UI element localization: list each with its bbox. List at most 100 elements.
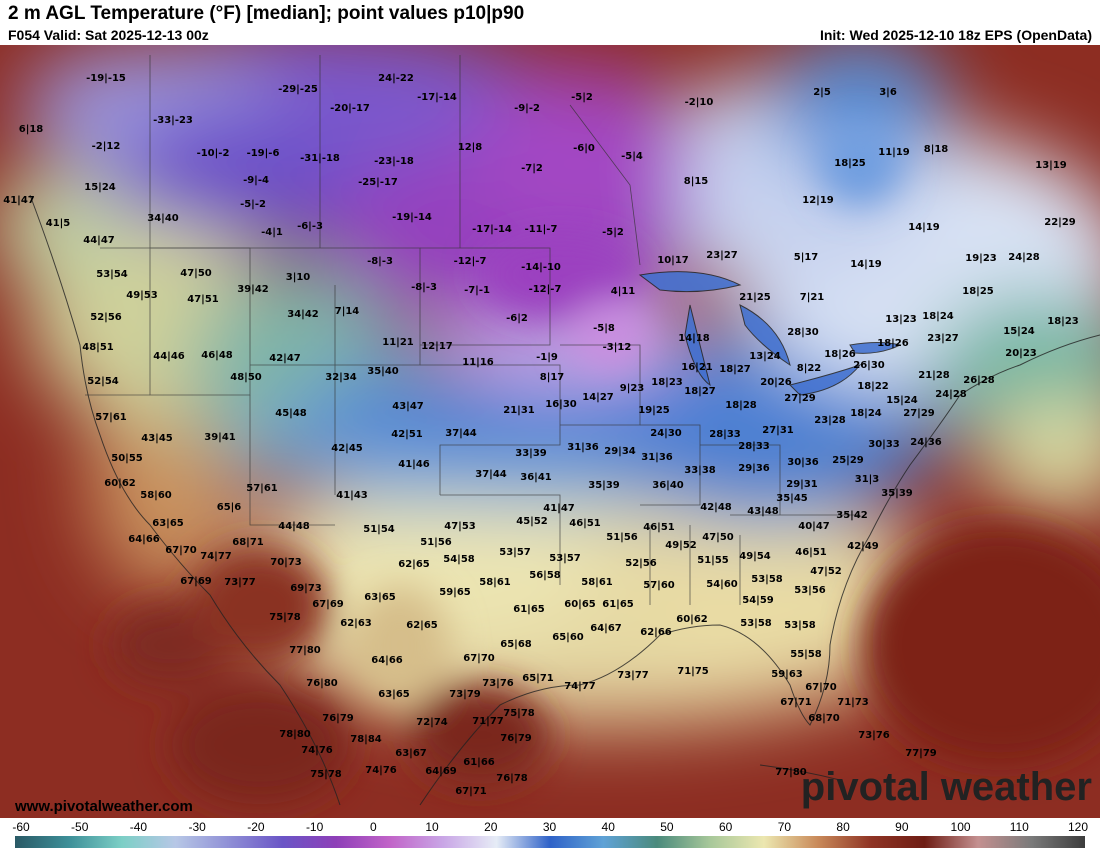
point-value-label: 23|27 [927, 333, 959, 344]
point-value-label: 58|61 [479, 577, 511, 588]
point-value-label: 73|77 [617, 670, 649, 681]
point-value-label: 36|41 [520, 472, 552, 483]
point-value-label: 62|66 [640, 627, 672, 638]
point-value-label: 46|51 [643, 522, 675, 533]
point-value-label: 13|24 [749, 351, 781, 362]
point-value-label: 21|28 [918, 370, 950, 381]
point-value-label: 43|47 [392, 401, 424, 412]
point-value-label: 7|14 [335, 306, 360, 317]
point-value-label: 64|69 [425, 766, 457, 777]
point-value-label: -5|4 [621, 151, 643, 162]
point-value-label: 2|5 [813, 87, 831, 98]
point-value-label: 39|41 [204, 432, 236, 443]
colorbar-tick-label: -10 [305, 820, 324, 834]
point-value-label: 4|11 [611, 286, 636, 297]
point-value-label: 64|66 [128, 534, 160, 545]
point-value-label: 74|76 [301, 745, 333, 756]
point-value-label: 44|48 [278, 521, 310, 532]
point-value-label: 18|26 [824, 349, 856, 360]
point-value-label: 35|39 [588, 480, 620, 491]
point-value-label: 24|30 [650, 428, 682, 439]
point-value-label: 49|52 [665, 540, 697, 551]
point-value-label: 67|71 [780, 697, 812, 708]
point-value-label: 15|24 [886, 395, 918, 406]
point-value-label: 26|30 [853, 360, 885, 371]
point-value-label: 72|74 [416, 717, 448, 728]
point-value-label: 62|65 [406, 620, 438, 631]
point-value-label: 52|56 [90, 312, 122, 323]
point-value-label: 16|21 [681, 362, 713, 373]
point-value-label: 76|79 [322, 713, 354, 724]
border-lines [85, 55, 860, 605]
point-value-label: 48|51 [82, 342, 114, 353]
point-value-label: 59|65 [439, 587, 471, 598]
point-value-label: 62|65 [398, 559, 430, 570]
point-value-label: 44|46 [153, 351, 185, 362]
colorbar-labels: -60 -50 -40 -30 -20 -10 0 10 20 30 40 50 60 70 80 90 100… [0, 818, 1100, 834]
point-value-label: 54|60 [706, 579, 738, 590]
point-value-label: 27|29 [903, 408, 935, 419]
point-value-label: 20|26 [760, 377, 792, 388]
point-value-label: 18|23 [1047, 316, 1079, 327]
point-value-label: 71|77 [472, 716, 504, 727]
point-value-label: 77|80 [775, 767, 807, 778]
point-value-label: 76|79 [500, 733, 532, 744]
point-value-label: 57|61 [246, 483, 278, 494]
colorbar-fill [15, 836, 1085, 848]
point-value-label: 7|21 [800, 292, 825, 303]
point-value-label: 77|80 [289, 645, 321, 656]
point-value-label: 18|28 [725, 400, 757, 411]
point-value-label: 23|28 [814, 415, 846, 426]
point-value-label: 41|47 [543, 503, 575, 514]
point-value-label: 24|-22 [378, 73, 414, 84]
point-value-label: -23|-18 [374, 156, 414, 167]
init-time: Init: Wed 2025-12-10 18z EPS (OpenData) [819, 27, 1092, 43]
colorbar-tick-label: -50 [71, 820, 89, 834]
temperature-map: -19|-15 -29|-25 24|-22 -17|-14 -20|-17 -9|-2-… [0, 45, 1100, 818]
point-value-label: 51|56 [606, 532, 638, 543]
point-value-label: 47|50 [702, 532, 734, 543]
colorbar-tick-label: -60 [12, 820, 30, 834]
point-value-label: 37|44 [445, 428, 477, 439]
point-value-label: -14|-10 [521, 262, 561, 273]
point-value-label: 43|48 [747, 506, 779, 517]
valid-time: F054 Valid: Sat 2025-12-13 00z [8, 27, 209, 43]
point-value-label: 32|34 [325, 372, 357, 383]
point-value-label: 60|65 [564, 599, 596, 610]
point-value-label: 12|17 [421, 341, 453, 352]
point-value-label: 24|36 [910, 437, 942, 448]
point-value-label: 8|17 [540, 372, 565, 383]
colorbar-tick-label: 50 [660, 820, 674, 834]
point-value-label: 27|31 [762, 425, 794, 436]
point-value-label: 75|78 [310, 769, 342, 780]
point-value-label: 13|19 [1035, 160, 1067, 171]
point-value-label: 65|60 [552, 632, 584, 643]
point-value-label: 25|29 [832, 455, 864, 466]
point-value-label: 60|62 [104, 478, 136, 489]
point-value-label: 31|36 [567, 442, 599, 453]
point-value-label: 42|47 [269, 353, 301, 364]
point-value-label: -7|2 [521, 163, 543, 174]
point-value-label: 67|70 [165, 545, 197, 556]
point-value-label: 11|16 [462, 357, 494, 368]
point-value-label: 6|18 [19, 124, 44, 135]
colorbar-gradient [15, 836, 1085, 848]
point-value-label: 18|25 [962, 286, 994, 297]
point-value-label: 36|40 [652, 480, 684, 491]
point-value-label: 29|34 [604, 446, 636, 457]
point-value-label: 26|28 [963, 375, 995, 386]
point-value-label: 14|18 [678, 333, 710, 344]
point-value-label: 14|27 [582, 392, 614, 403]
point-value-label: -4|1 [261, 227, 283, 238]
point-value-label: 63|65 [378, 689, 410, 700]
point-value-label: 31|3 [855, 474, 880, 485]
point-value-label: -17|-14 [417, 92, 457, 103]
point-value-label: -9|-2 [514, 103, 540, 114]
point-value-label: 41|46 [398, 459, 430, 470]
point-value-label: 3|10 [286, 272, 311, 283]
point-value-label: 8|18 [924, 144, 949, 155]
point-value-label: 40|47 [798, 521, 830, 532]
point-value-label: 78|80 [279, 729, 311, 740]
point-value-label: 11|19 [878, 147, 910, 158]
